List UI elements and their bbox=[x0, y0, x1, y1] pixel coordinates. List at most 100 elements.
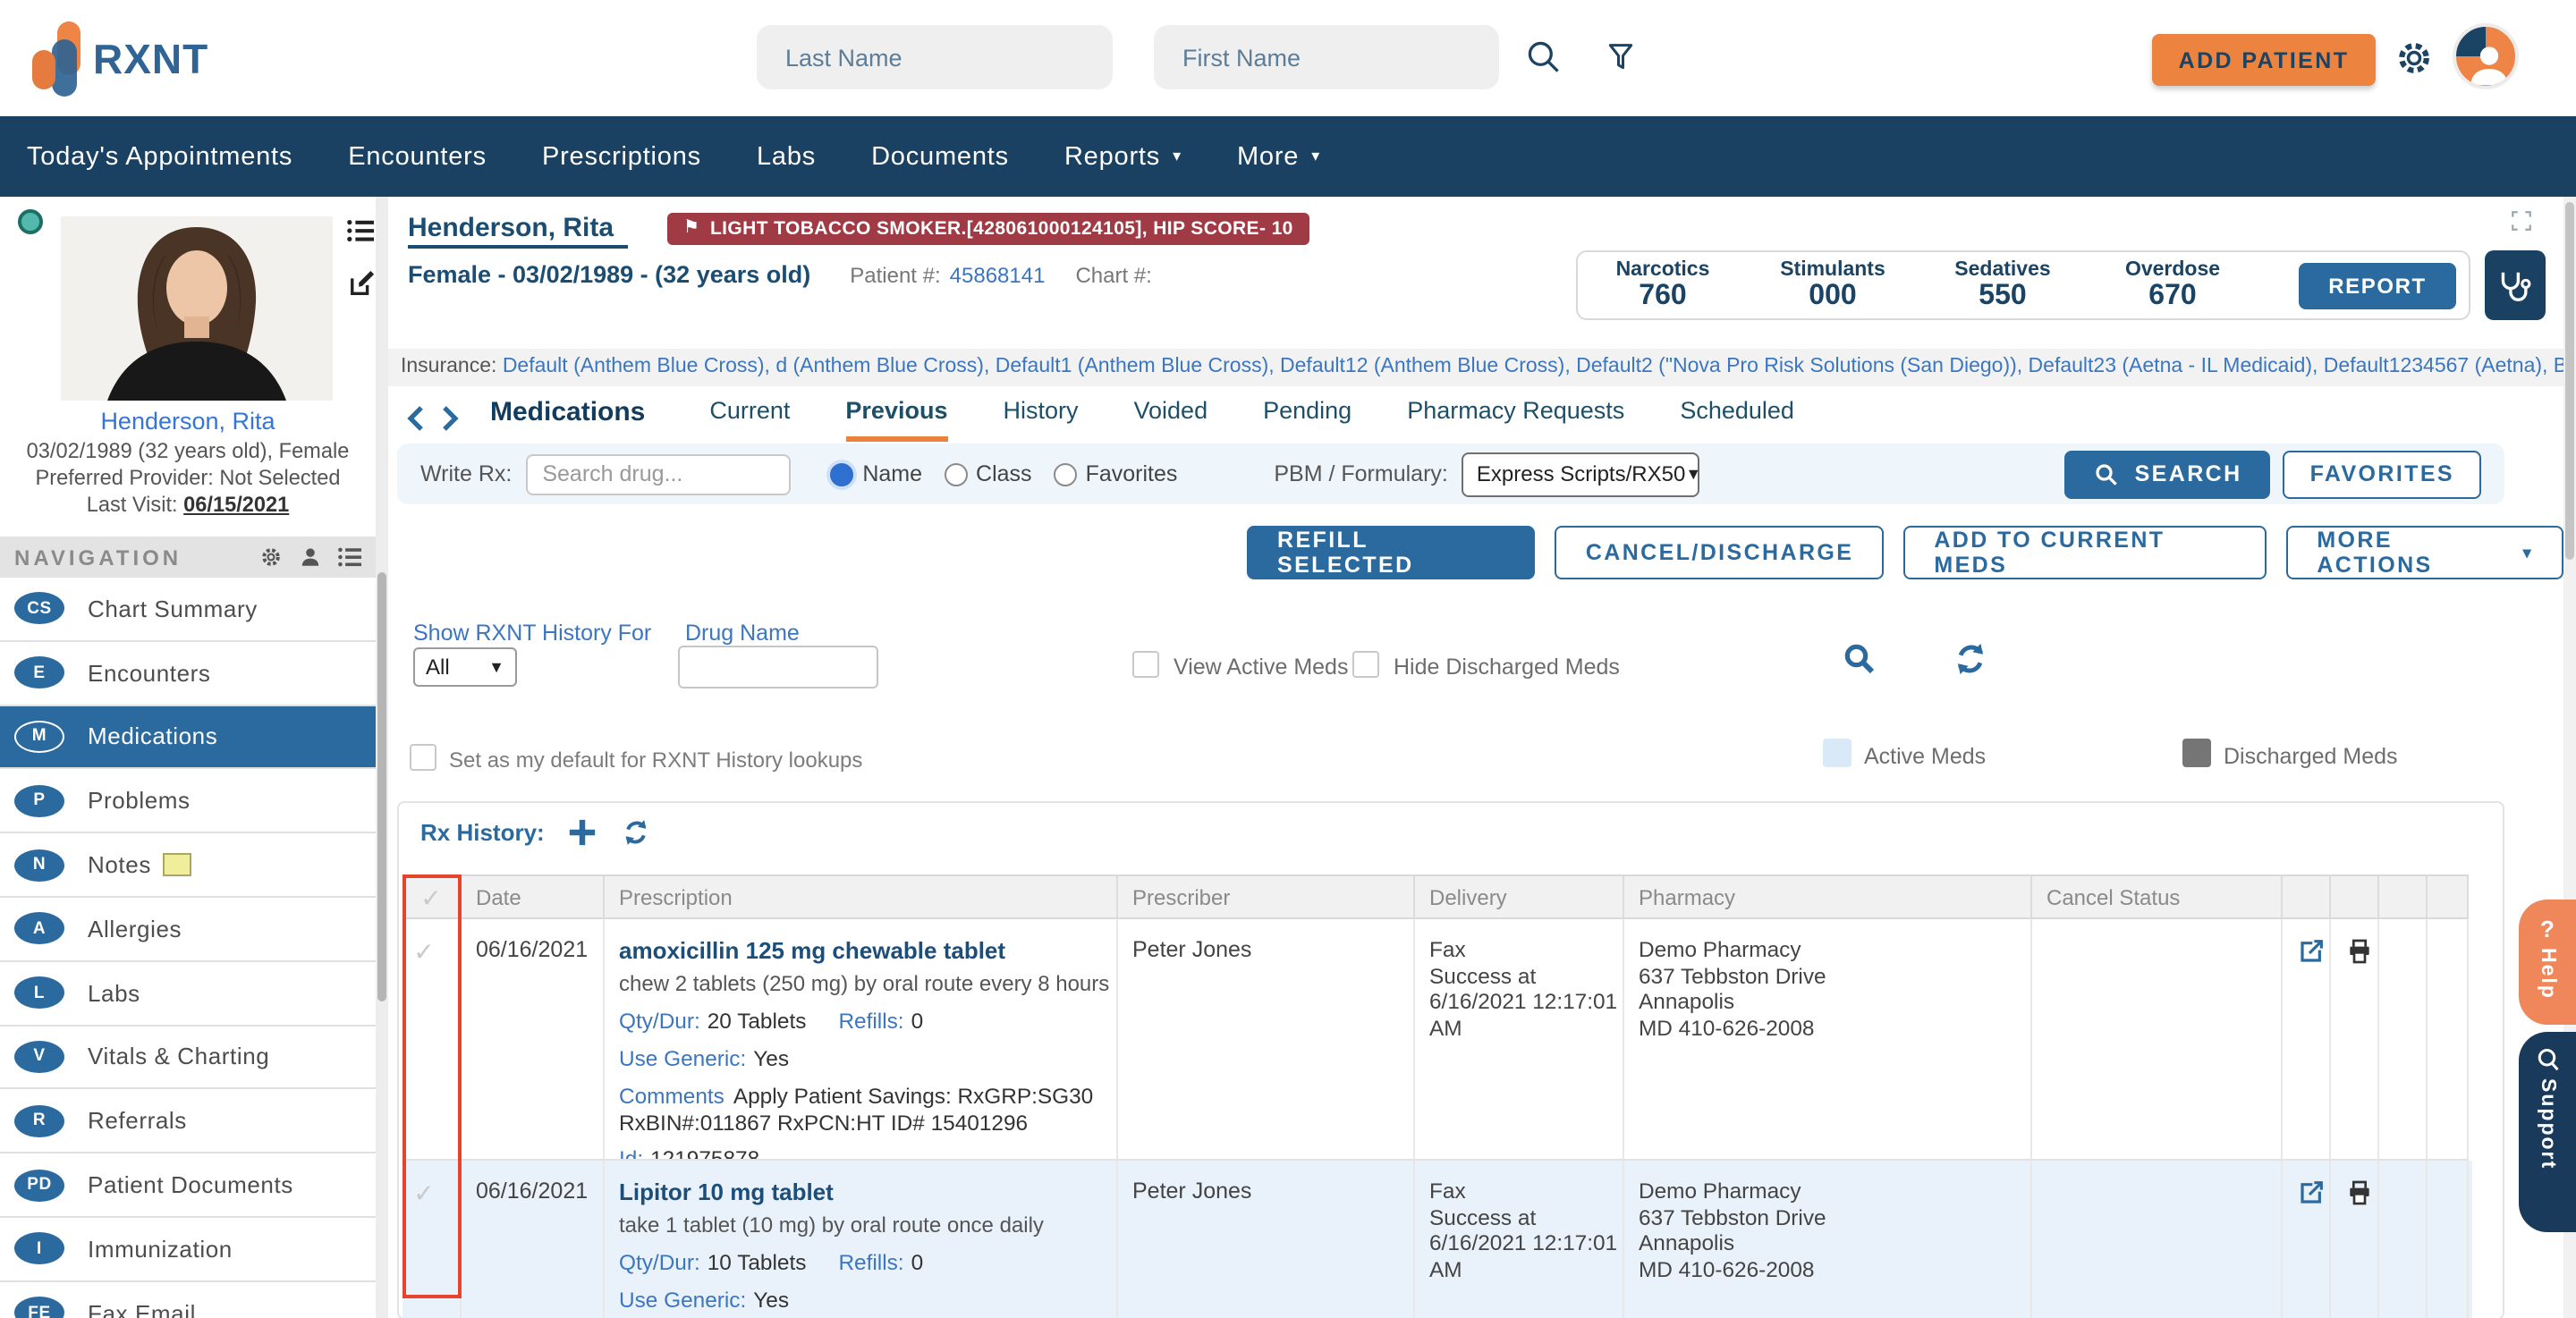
drug-search-input[interactable] bbox=[526, 453, 792, 494]
search-button[interactable]: SEARCH bbox=[2064, 450, 2271, 498]
sidebar-item-chart-summary[interactable]: CS Chart Summary bbox=[0, 578, 376, 642]
tab-pharmacy-requests[interactable]: Pharmacy Requests bbox=[1407, 397, 1625, 424]
refresh-icon[interactable] bbox=[1952, 640, 1989, 678]
add-icon[interactable] bbox=[568, 817, 598, 848]
tab-pending[interactable]: Pending bbox=[1263, 397, 1352, 424]
sidebar-item-allergies[interactable]: A Allergies bbox=[0, 897, 376, 962]
insurance-links[interactable]: Default (Anthem Blue Cross), d (Anthem B… bbox=[502, 356, 2563, 377]
radio-name[interactable] bbox=[830, 462, 854, 486]
person-icon bbox=[2470, 46, 2508, 86]
share-icon[interactable] bbox=[2297, 1179, 2323, 1207]
cell-date: 06/16/2021 bbox=[462, 1161, 605, 1318]
radio-class[interactable] bbox=[944, 462, 968, 486]
nav-documents[interactable]: Documents bbox=[871, 142, 1009, 171]
tab-previous[interactable]: Previous bbox=[845, 397, 948, 442]
sidebar-item-problems[interactable]: P Problems bbox=[0, 769, 376, 834]
list-icon[interactable] bbox=[338, 545, 361, 569]
first-name-input[interactable] bbox=[1154, 25, 1499, 89]
gear-icon[interactable] bbox=[259, 545, 283, 569]
select-all-checkbox[interactable]: ✓ bbox=[402, 874, 462, 919]
nav-labs[interactable]: Labs bbox=[756, 142, 817, 171]
avatar[interactable] bbox=[2453, 23, 2519, 89]
tab-scheduled[interactable]: Scheduled bbox=[1680, 397, 1794, 424]
help-tab[interactable]: ? Help bbox=[2519, 900, 2576, 1025]
write-rx-label: Write Rx: bbox=[420, 461, 513, 486]
stethoscope-button[interactable] bbox=[2485, 250, 2546, 320]
drug-link[interactable]: amoxicillin 125 mg chewable tablet bbox=[619, 937, 1006, 964]
rxnt-logo[interactable]: RXNT bbox=[25, 21, 240, 97]
sidebar-item-fax-email[interactable]: FE Fax Email bbox=[0, 1281, 376, 1318]
row-checkbox[interactable]: ✓ bbox=[402, 1161, 462, 1318]
cell-empty bbox=[2428, 1161, 2469, 1318]
person-icon[interactable] bbox=[299, 545, 322, 569]
sidebar-item-vitals-charting[interactable]: V Vitals & Charting bbox=[0, 1026, 376, 1090]
favorites-button[interactable]: FAVORITES bbox=[2283, 450, 2481, 498]
share-icon[interactable] bbox=[2297, 937, 2323, 966]
cell-pharmacy: Demo Pharmacy 637 Tebbston Drive Annapol… bbox=[1624, 919, 2032, 1161]
sidebar-item-encounters[interactable]: E Encounters bbox=[0, 641, 376, 706]
search-icon[interactable] bbox=[1841, 640, 1878, 678]
tabs-section-title: Medications bbox=[490, 397, 646, 427]
cell-prescriber: Peter Jones bbox=[1118, 919, 1415, 1161]
chevron-left-icon[interactable] bbox=[406, 404, 426, 433]
refill-selected-button[interactable]: REFILL SELECTED bbox=[1247, 526, 1536, 579]
patient-name-link[interactable]: Henderson, Rita bbox=[408, 213, 629, 249]
medications-tabs: Medications Current Previous History Voi… bbox=[388, 397, 2563, 447]
row-checkbox[interactable]: ✓ bbox=[402, 919, 462, 1161]
gear-icon[interactable] bbox=[2394, 38, 2435, 79]
chart-number-label: Chart #: bbox=[1075, 263, 1152, 288]
table-row[interactable]: ✓ 06/16/2021 Lipitor 10 mg tablet take 1… bbox=[402, 1161, 2472, 1318]
sidebar-item-referrals[interactable]: R Referrals bbox=[0, 1089, 376, 1154]
patient-card-name[interactable]: Henderson, Rita bbox=[100, 408, 275, 435]
show-history-select[interactable]: All ▼ bbox=[413, 647, 517, 687]
nav-reports[interactable]: Reports ▾ bbox=[1063, 142, 1182, 171]
add-patient-button[interactable]: ADD PATIENT bbox=[2152, 34, 2376, 86]
drug-name-input[interactable] bbox=[678, 646, 878, 689]
nav-todays-appointments[interactable]: Today's Appointments bbox=[27, 142, 293, 171]
last-name-input[interactable] bbox=[757, 25, 1113, 89]
active-meds-label: Active Meds bbox=[1864, 744, 1987, 769]
main-navbar: Today's Appointments Encounters Prescrip… bbox=[0, 116, 2576, 197]
expand-icon[interactable] bbox=[2510, 209, 2533, 232]
table-row[interactable]: ✓ 06/16/2021 amoxicillin 125 mg chewable… bbox=[402, 919, 2472, 1161]
refresh-icon[interactable] bbox=[622, 817, 652, 848]
cell-prescription: Lipitor 10 mg tablet take 1 tablet (10 m… bbox=[605, 1161, 1118, 1318]
tab-current[interactable]: Current bbox=[709, 397, 791, 424]
last-visit-link[interactable]: 06/15/2021 bbox=[183, 492, 290, 517]
set-default-checkbox[interactable] bbox=[410, 744, 436, 771]
sidebar-item-patient-documents[interactable]: PD Patient Documents bbox=[0, 1153, 376, 1218]
report-button[interactable]: REPORT bbox=[2299, 262, 2456, 308]
nav-more[interactable]: More ▾ bbox=[1236, 142, 1321, 171]
nav-prescriptions[interactable]: Prescriptions bbox=[541, 142, 701, 171]
tab-voided[interactable]: Voided bbox=[1133, 397, 1208, 424]
list-icon[interactable] bbox=[347, 218, 374, 243]
drug-link[interactable]: Lipitor 10 mg tablet bbox=[619, 1179, 834, 1205]
cell-prescription: amoxicillin 125 mg chewable tablet chew … bbox=[605, 919, 1118, 1161]
chevron-right-icon[interactable] bbox=[440, 404, 460, 433]
search-icon bbox=[2096, 463, 2118, 485]
sidebar-item-labs[interactable]: L Labs bbox=[0, 961, 376, 1027]
support-tab[interactable]: Support bbox=[2519, 1032, 2576, 1232]
edit-icon[interactable] bbox=[349, 270, 376, 297]
patient-alert-badge[interactable]: ⚑ LIGHT TOBACCO SMOKER.[428061000124105]… bbox=[667, 213, 1309, 245]
sidebar-scrollbar[interactable] bbox=[376, 197, 388, 1318]
nav-encounters[interactable]: Encounters bbox=[348, 142, 487, 171]
sidebar-item-medications[interactable]: M Medications bbox=[0, 705, 376, 770]
pbm-formulary-select[interactable]: Express Scripts/RX50 ▼ bbox=[1462, 452, 1701, 496]
search-icon[interactable] bbox=[1524, 38, 1563, 77]
patient-card-provider: Preferred Provider: Not Selected bbox=[35, 465, 341, 490]
print-icon[interactable] bbox=[2345, 1179, 2369, 1207]
patient-photo[interactable] bbox=[61, 216, 333, 401]
filter-icon[interactable] bbox=[1603, 38, 1639, 77]
sidebar-item-notes[interactable]: N Notes bbox=[0, 833, 376, 898]
print-icon[interactable] bbox=[2345, 937, 2369, 966]
more-actions-button[interactable]: MORE ACTIONS ▾ bbox=[2286, 526, 2563, 579]
tab-history[interactable]: History bbox=[1003, 397, 1079, 424]
radio-favorites[interactable] bbox=[1053, 462, 1077, 486]
patient-number-link[interactable]: 45868141 bbox=[949, 263, 1046, 288]
sidebar-item-immunization[interactable]: I Immunization bbox=[0, 1217, 376, 1282]
view-active-meds-checkbox[interactable] bbox=[1132, 651, 1159, 678]
hide-discharged-meds-checkbox[interactable] bbox=[1352, 651, 1379, 678]
add-to-current-meds-button[interactable]: ADD TO CURRENT MEDS bbox=[1903, 526, 2267, 579]
cancel-discharge-button[interactable]: CANCEL/DISCHARGE bbox=[1555, 526, 1885, 579]
